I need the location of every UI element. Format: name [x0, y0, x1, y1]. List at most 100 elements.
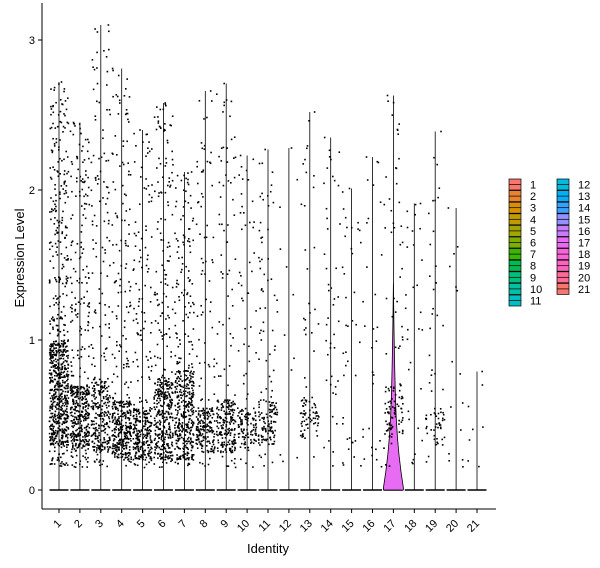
data-point — [61, 428, 64, 430]
data-point — [150, 332, 152, 334]
data-point — [405, 294, 407, 296]
data-point — [300, 412, 303, 414]
data-point — [271, 404, 273, 407]
data-point — [135, 408, 138, 411]
data-point — [125, 454, 127, 456]
data-point — [129, 285, 132, 288]
data-point — [433, 429, 435, 431]
data-point — [52, 401, 55, 404]
data-point — [406, 210, 409, 213]
data-point — [147, 444, 149, 446]
data-point — [398, 389, 401, 392]
data-point — [177, 410, 179, 412]
data-point — [182, 241, 184, 244]
data-point — [113, 373, 115, 375]
data-point — [168, 177, 171, 179]
data-point — [190, 370, 192, 373]
data-point — [102, 260, 105, 263]
data-point — [232, 400, 234, 403]
data-point — [246, 416, 248, 418]
data-point — [228, 430, 230, 432]
data-point — [192, 217, 195, 220]
data-point — [55, 101, 57, 104]
data-point — [111, 415, 114, 418]
data-point — [344, 235, 346, 238]
data-point — [270, 184, 273, 186]
data-point — [53, 340, 55, 343]
data-point — [61, 317, 63, 320]
data-point — [129, 174, 132, 176]
data-point — [134, 426, 136, 428]
data-point — [328, 156, 331, 158]
data-point — [135, 419, 137, 422]
data-point — [451, 360, 453, 363]
data-point — [186, 395, 188, 397]
data-point — [207, 463, 210, 466]
data-point — [125, 338, 127, 340]
data-point — [107, 425, 110, 428]
data-point — [103, 381, 106, 383]
data-point — [60, 388, 63, 391]
points-4 — [111, 67, 132, 467]
data-point — [150, 200, 153, 203]
data-point — [56, 422, 59, 424]
data-point — [200, 428, 203, 431]
data-point — [118, 440, 120, 442]
data-point — [222, 323, 224, 326]
x-axis-title: Identity — [247, 541, 289, 556]
data-point — [85, 413, 88, 415]
data-point — [202, 407, 205, 410]
data-point — [323, 182, 325, 185]
data-point — [200, 314, 203, 316]
data-point — [462, 466, 464, 468]
data-point — [238, 174, 240, 176]
data-point — [242, 432, 245, 435]
data-point — [119, 345, 122, 348]
data-point — [106, 406, 108, 409]
data-point — [233, 462, 236, 465]
data-point — [62, 421, 65, 423]
data-point — [199, 434, 201, 437]
data-point — [112, 262, 115, 264]
data-point — [240, 428, 243, 430]
data-point — [99, 459, 101, 462]
data-point — [271, 389, 273, 392]
data-point — [187, 277, 190, 279]
data-point — [53, 342, 55, 345]
data-point — [127, 411, 130, 414]
data-point — [165, 274, 168, 276]
data-point — [158, 192, 160, 194]
data-point — [114, 392, 117, 395]
data-point — [128, 426, 131, 429]
data-point — [106, 397, 109, 400]
data-point — [61, 423, 63, 426]
data-point — [65, 108, 68, 111]
data-point — [58, 411, 60, 414]
data-point — [71, 456, 74, 458]
data-point — [125, 365, 128, 368]
data-point — [314, 406, 317, 409]
data-point — [117, 453, 120, 456]
data-point — [161, 405, 163, 407]
points-3 — [90, 24, 112, 468]
data-point — [146, 428, 148, 431]
data-point — [225, 411, 228, 413]
data-point — [50, 373, 53, 376]
data-point — [82, 436, 84, 438]
data-point — [192, 422, 195, 425]
data-point — [61, 430, 64, 433]
data-point — [80, 327, 83, 330]
data-point — [240, 458, 242, 461]
data-point — [178, 357, 180, 359]
data-point — [258, 162, 261, 165]
data-point — [189, 245, 191, 247]
data-point — [128, 224, 130, 226]
data-point — [98, 392, 101, 395]
data-point — [108, 336, 111, 338]
data-point — [225, 174, 227, 176]
data-point — [57, 403, 60, 406]
data-point — [426, 425, 428, 428]
data-point — [222, 451, 224, 453]
data-point — [187, 202, 190, 204]
data-point — [433, 412, 436, 414]
